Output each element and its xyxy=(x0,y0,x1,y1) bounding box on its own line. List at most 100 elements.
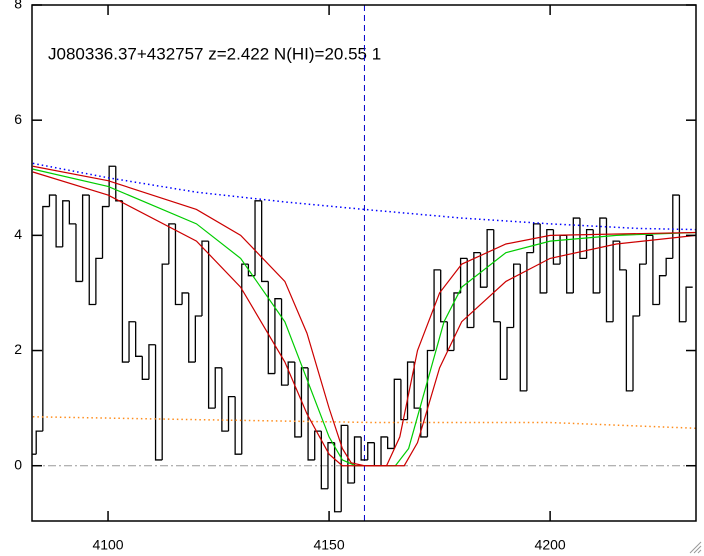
flux-step xyxy=(512,263,521,328)
flux-step xyxy=(572,217,580,293)
flux-step xyxy=(599,217,607,293)
flux-step xyxy=(473,251,481,328)
flux-step xyxy=(413,362,421,409)
flux-step xyxy=(234,396,242,455)
flux-step xyxy=(121,200,130,363)
flux-step xyxy=(48,194,57,207)
flux-step xyxy=(267,281,275,375)
flux-step xyxy=(466,258,474,329)
flux-step xyxy=(75,223,83,283)
flux-step xyxy=(546,228,554,293)
flux-step xyxy=(227,395,236,432)
flux-step xyxy=(68,200,76,225)
x-tick-label: 4200 xyxy=(535,537,566,553)
flux-step xyxy=(181,292,189,305)
flux-step xyxy=(579,218,587,260)
flux-step xyxy=(519,264,527,392)
model-line xyxy=(32,165,696,467)
flux-step xyxy=(393,378,401,449)
model-line xyxy=(32,171,696,467)
flux-step xyxy=(672,194,680,259)
flux-step xyxy=(254,200,262,276)
flux-step xyxy=(261,200,269,283)
flux-step xyxy=(426,349,435,437)
flux-step xyxy=(128,321,136,363)
flux-step xyxy=(307,367,315,461)
annotation: J080336.37+432757 z=2.422 N(HI)=20.55 1 xyxy=(48,44,381,63)
flux-step xyxy=(135,321,143,357)
y-tick-label: 0 xyxy=(14,456,22,472)
flux-step xyxy=(619,241,627,271)
flux-step xyxy=(499,321,508,380)
flux-step xyxy=(479,252,488,288)
y-tick-label: 6 xyxy=(14,111,22,127)
flux-step xyxy=(566,235,574,294)
flux-step xyxy=(625,269,634,392)
flux-step xyxy=(420,408,428,438)
flux-step xyxy=(300,367,309,437)
flux-step xyxy=(35,430,43,455)
x-tick-label: 4150 xyxy=(313,537,344,553)
y-tick-label: 4 xyxy=(14,226,22,242)
flux-step xyxy=(201,240,209,316)
flux-step xyxy=(539,223,547,294)
flux-step xyxy=(400,379,408,421)
flux-step xyxy=(387,436,395,450)
flux-step xyxy=(632,315,640,391)
flux-step xyxy=(486,228,494,288)
flux-step xyxy=(314,430,322,460)
flux-step xyxy=(652,235,660,306)
flux-step xyxy=(506,326,514,380)
flux-step xyxy=(274,298,282,374)
flux-step xyxy=(360,436,368,461)
flux-step xyxy=(440,269,448,323)
flux-step xyxy=(148,344,156,380)
flux-step xyxy=(333,442,342,513)
flux-step xyxy=(287,361,295,386)
flux-step xyxy=(320,431,328,490)
flux-step xyxy=(685,286,693,322)
flux-step xyxy=(526,251,534,391)
flux-step xyxy=(665,257,673,276)
flux-step xyxy=(108,165,116,207)
flux-step xyxy=(161,263,169,460)
flux-step xyxy=(42,205,50,432)
flux-step xyxy=(101,205,110,259)
flux-step xyxy=(459,257,468,293)
model-line xyxy=(32,416,696,430)
flux-step xyxy=(81,194,90,282)
flux-step xyxy=(585,228,594,259)
y-tick-label: 8 xyxy=(14,0,22,12)
flux-step xyxy=(214,367,222,409)
flux-step xyxy=(188,292,196,363)
flux-step xyxy=(340,424,348,512)
flux-step xyxy=(433,269,441,351)
flux-step xyxy=(645,234,653,265)
flux-step xyxy=(612,240,620,322)
flux-step xyxy=(194,315,202,363)
flux-step xyxy=(174,223,183,306)
flux-step xyxy=(241,263,249,455)
flux-step xyxy=(373,442,382,467)
flux-step xyxy=(221,367,229,432)
flux-step xyxy=(678,195,687,323)
flux-step xyxy=(55,195,63,248)
resize-handle xyxy=(689,541,702,554)
flux-step xyxy=(592,229,600,294)
flux-step xyxy=(88,195,96,306)
flux-step xyxy=(367,442,375,460)
plot-frame xyxy=(31,4,697,522)
flux-step xyxy=(294,362,302,438)
flux-step xyxy=(493,229,501,323)
flux-step xyxy=(280,298,289,386)
flux-step xyxy=(446,321,454,352)
x-tick-label: 4100 xyxy=(92,537,123,553)
flux-step xyxy=(154,344,163,461)
flux-step xyxy=(347,425,355,484)
flux-step xyxy=(532,223,541,253)
flux-step xyxy=(658,275,667,305)
flux-step xyxy=(380,436,388,466)
flux-step xyxy=(353,436,362,483)
flux-step xyxy=(168,223,176,265)
